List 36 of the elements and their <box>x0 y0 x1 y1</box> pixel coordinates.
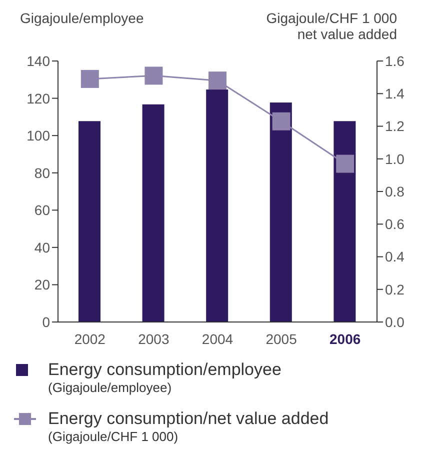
legend-label: Energy consumption/employee (Gigajoule/employee) <box>48 360 282 395</box>
y-tick-label: 80 <box>34 164 50 181</box>
y2-tick-label: 1.4 <box>385 86 405 102</box>
y2-tick-label: 0.6 <box>385 216 405 232</box>
y2-tick-label: 1.2 <box>385 118 405 134</box>
y-tick-label: 60 <box>34 202 50 218</box>
x-tick-label: 2002 <box>74 331 106 347</box>
y-tick-label: 100 <box>26 128 50 144</box>
y2-tick-label: 0.0 <box>385 314 405 330</box>
point <box>80 70 99 88</box>
point <box>144 66 163 85</box>
y-tick-label: 40 <box>34 239 50 256</box>
y2-tick-label: 0.8 <box>385 183 405 200</box>
legend-label: Energy consumption/net value added (Gigajoule/CHF 1 000) <box>48 409 329 444</box>
x-tick-label: 2004 <box>202 331 234 347</box>
y-axis-title: Gigajoule/employee <box>20 10 144 26</box>
point <box>208 72 226 90</box>
y2-tick-label: 1.6 <box>385 52 405 69</box>
y2-tick-label: 0.4 <box>385 248 405 265</box>
x-tick-label: 2005 <box>266 331 298 347</box>
y-tick-label: 120 <box>26 90 50 106</box>
y-tick-label: 0 <box>42 314 50 330</box>
x-tick-label: 2006 <box>330 331 361 347</box>
y-tick-label: 140 <box>26 52 50 69</box>
y2-tick-label: 0.2 <box>385 281 405 298</box>
y2-tick-label: 1.0 <box>385 150 405 167</box>
bar <box>268 102 293 322</box>
point <box>336 154 354 173</box>
y-tick-label: 20 <box>34 276 50 293</box>
bar <box>141 103 166 322</box>
x-tick-label: 2003 <box>138 331 170 347</box>
bar <box>78 120 102 322</box>
y2-axis-title: Gigajoule/CHF 1 000 net value added <box>266 10 397 42</box>
bar <box>332 120 357 322</box>
bar <box>205 88 230 322</box>
point <box>272 112 290 130</box>
